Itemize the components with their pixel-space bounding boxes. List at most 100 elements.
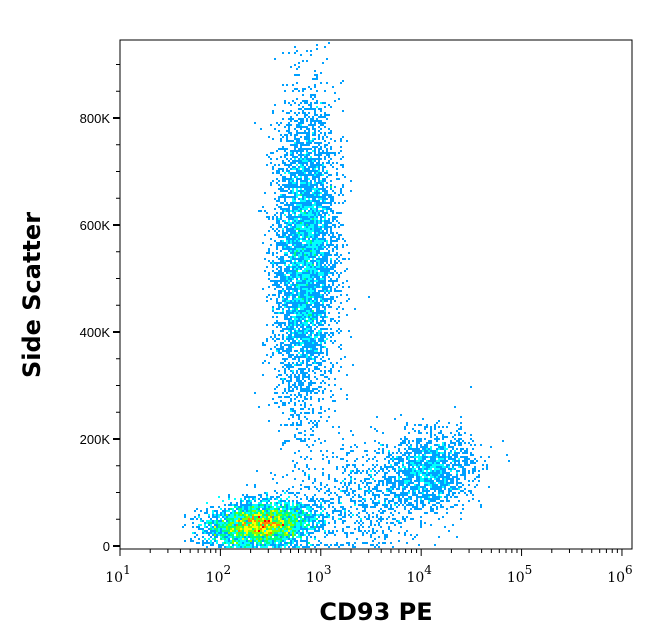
density-point	[302, 218, 304, 220]
density-point	[408, 452, 410, 454]
density-point	[266, 502, 268, 504]
density-point	[266, 354, 268, 356]
density-point	[278, 294, 280, 296]
density-point	[314, 486, 316, 488]
density-point	[272, 262, 274, 264]
density-point	[436, 484, 438, 486]
density-point	[454, 504, 456, 506]
density-point	[284, 284, 286, 286]
density-point	[230, 536, 232, 538]
density-point	[210, 528, 212, 530]
density-point	[294, 332, 296, 334]
density-point	[324, 228, 326, 230]
density-point	[290, 152, 292, 154]
density-point	[290, 288, 292, 290]
density-point	[304, 528, 306, 530]
density-point	[274, 510, 276, 512]
density-point	[316, 210, 318, 212]
density-point	[384, 474, 386, 476]
density-point	[256, 540, 258, 542]
density-point	[272, 526, 274, 528]
density-point	[376, 416, 378, 418]
density-point	[292, 174, 294, 176]
density-point	[330, 318, 332, 320]
density-point	[342, 282, 344, 284]
density-point	[294, 452, 296, 454]
density-point	[294, 540, 296, 542]
density-point	[440, 492, 442, 494]
density-point	[292, 416, 294, 418]
density-point	[232, 516, 234, 518]
density-point	[232, 504, 234, 506]
density-point	[308, 346, 310, 348]
density-point	[290, 310, 292, 312]
density-point	[476, 484, 478, 486]
density-point	[280, 400, 282, 402]
density-point	[298, 310, 300, 312]
density-point	[346, 374, 348, 376]
density-point	[296, 332, 298, 334]
density-point	[414, 462, 416, 464]
density-point	[298, 520, 300, 522]
density-point	[308, 186, 310, 188]
density-point	[328, 202, 330, 204]
density-point	[318, 252, 320, 254]
density-point	[278, 518, 280, 520]
density-point	[306, 544, 308, 546]
density-point	[298, 216, 300, 218]
density-point	[282, 322, 284, 324]
density-point	[306, 514, 308, 516]
density-point	[270, 504, 272, 506]
density-point	[286, 292, 288, 294]
density-point	[376, 488, 378, 490]
density-point	[230, 542, 232, 544]
density-point	[312, 244, 314, 246]
density-point	[242, 516, 244, 518]
density-point	[306, 354, 308, 356]
density-point	[338, 234, 340, 236]
density-point	[288, 536, 290, 538]
density-point	[234, 510, 236, 512]
density-point	[268, 512, 270, 514]
density-point	[284, 322, 286, 324]
density-point	[276, 386, 278, 388]
density-point	[298, 238, 300, 240]
density-point	[288, 538, 290, 540]
density-point	[290, 348, 292, 350]
density-point	[308, 256, 310, 258]
density-point	[342, 308, 344, 310]
density-point	[276, 158, 278, 160]
density-point	[304, 268, 306, 270]
density-point	[474, 470, 476, 472]
density-point	[390, 508, 392, 510]
density-point	[284, 90, 286, 92]
density-point	[304, 372, 306, 374]
density-point	[296, 120, 298, 122]
density-point	[414, 486, 416, 488]
density-point	[326, 226, 328, 228]
density-point	[288, 242, 290, 244]
density-point	[278, 292, 280, 294]
density-point	[316, 258, 318, 260]
density-point	[296, 386, 298, 388]
density-point	[292, 284, 294, 286]
density-point	[256, 508, 258, 510]
density-point	[216, 536, 218, 538]
density-point	[258, 506, 260, 508]
density-point	[428, 500, 430, 502]
density-point	[282, 532, 284, 534]
density-point	[240, 538, 242, 540]
density-point	[270, 162, 272, 164]
density-point	[316, 362, 318, 364]
density-point	[268, 528, 270, 530]
density-point	[278, 280, 280, 282]
density-point	[280, 260, 282, 262]
density-point	[290, 124, 292, 126]
density-point	[450, 496, 452, 498]
density-point	[416, 438, 418, 440]
density-point	[320, 82, 322, 84]
density-point	[302, 292, 304, 294]
density-point	[280, 348, 282, 350]
density-point	[296, 210, 298, 212]
density-point	[288, 266, 290, 268]
